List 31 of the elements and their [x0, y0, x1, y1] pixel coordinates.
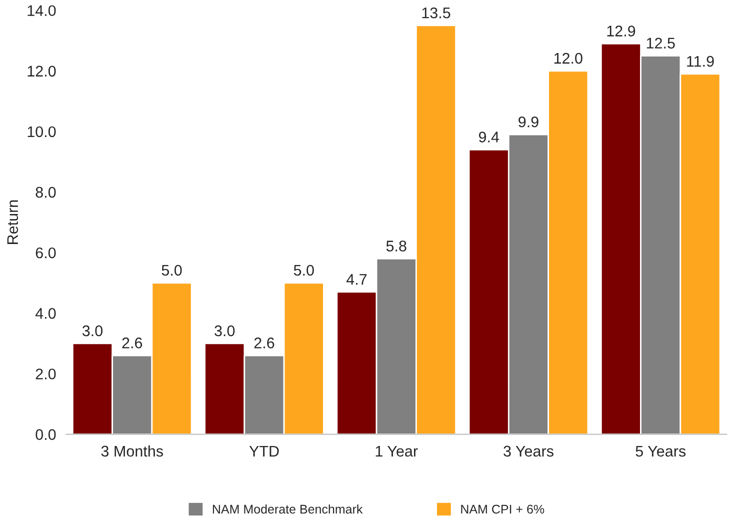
data-label: 5.0 — [162, 264, 182, 276]
x-tick-label: 5 Years — [636, 446, 686, 457]
y-tick-label: 8.0 — [36, 186, 56, 198]
legend-label: NAM Moderate Benchmark — [212, 504, 363, 514]
data-label: 2.6 — [254, 338, 274, 348]
y-tick-label: 4.0 — [35, 308, 56, 319]
data-label: 9.9 — [518, 116, 538, 128]
data-label: 12.5 — [646, 38, 675, 49]
x-tick-label: YTD — [249, 446, 279, 456]
data-label: 9.4 — [478, 132, 500, 142]
x-tick-label: 3 Years — [504, 446, 554, 457]
y-tick-label: 2.0 — [36, 368, 56, 380]
y-tick-label: 10.0 — [28, 126, 56, 138]
x-tick-label: 3 Months — [101, 445, 163, 457]
y-tick-label: 0.0 — [36, 429, 56, 440]
y-tick-label: 12.0 — [28, 66, 56, 77]
data-label: 5.8 — [386, 240, 406, 252]
data-label: 5.0 — [294, 264, 314, 276]
data-label: 3.0 — [214, 325, 235, 336]
data-label: 12.0 — [554, 52, 582, 64]
data-label: 13.5 — [422, 7, 450, 18]
data-label: 4.7 — [346, 274, 367, 285]
y-axis-title: Return — [7, 200, 18, 244]
legend-label: NAM CPI + 6% — [461, 504, 544, 514]
data-label: 12.9 — [607, 26, 636, 36]
x-tick-label: 1 Year — [376, 446, 418, 457]
data-label: 3.0 — [82, 325, 103, 336]
data-label: 2.6 — [122, 338, 142, 348]
y-tick-label: 6.0 — [36, 247, 56, 258]
y-tick-label: 14.0 — [28, 5, 56, 16]
data-label: 11.9 — [687, 56, 714, 67]
